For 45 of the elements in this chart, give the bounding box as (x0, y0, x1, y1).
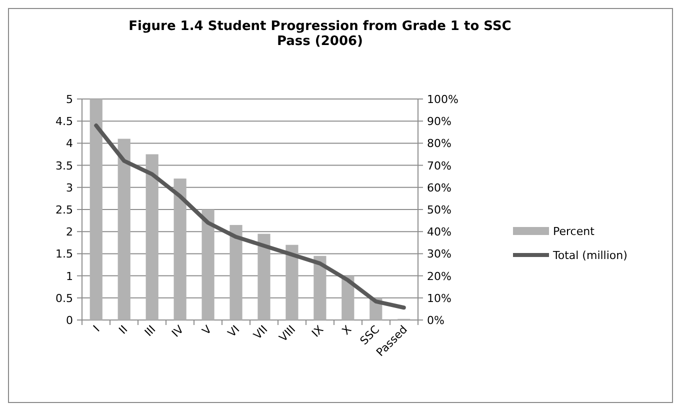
line-series (94, 124, 406, 310)
legend-label: Total (million) (552, 249, 628, 262)
y-tick-label: 0.5 (56, 292, 73, 305)
bar (314, 256, 326, 320)
bar (174, 178, 186, 320)
y-tick-label: 3 (66, 181, 73, 194)
chart-title: Figure 1.4 Student Progression from Grade 1 to SSC Pass (2006) (128, 19, 512, 49)
y2-tick-label: 0% (427, 314, 444, 327)
bar (202, 210, 214, 320)
y2-tick-label: 20% (427, 270, 452, 283)
legend-label: Percent (553, 225, 596, 238)
x-tick-label: IV (169, 322, 187, 340)
y2-tick-label: 70% (427, 159, 452, 172)
bar (230, 224, 242, 320)
y2-tick-label: 40% (427, 226, 452, 239)
x-tick-label: V (200, 322, 214, 338)
y-tick-label: 5 (66, 93, 73, 106)
bar (286, 244, 298, 320)
bar (258, 234, 270, 320)
y2-tick-label: 50% (427, 204, 452, 216)
y-tick-label: 2.5 (56, 204, 73, 216)
x-tick-label: I (90, 322, 102, 334)
y2-tick-label: 90% (427, 115, 452, 128)
y2-tick-label: 80% (427, 137, 452, 150)
y-tick-label: 3.5 (56, 159, 73, 172)
x-tick-label: III (142, 322, 158, 340)
y-tick-label: 0 (66, 314, 73, 327)
y-tick-label: 1.5 (56, 248, 73, 261)
bar (118, 138, 130, 320)
y-tick-label: 4.5 (56, 115, 73, 128)
y-tick-label: 4 (66, 137, 73, 150)
y2-tick-label: 10% (427, 292, 452, 305)
x-tick-label: X (340, 322, 354, 338)
x-tick-label: VII (251, 322, 270, 342)
y2-tick-label: 30% (427, 248, 452, 261)
y-tick-label: 2 (66, 226, 73, 239)
bar (90, 99, 102, 320)
x-tick-label: IX (309, 322, 326, 340)
y-tick-label: 1 (66, 270, 73, 283)
x-tick-label: VI (225, 322, 242, 340)
x-tick-label: VIII (276, 322, 298, 344)
bar (146, 154, 158, 320)
y2-tick-label: 60% (427, 181, 452, 194)
y2-tick-label: 100% (427, 93, 458, 106)
x-tick-label: II (116, 322, 130, 337)
